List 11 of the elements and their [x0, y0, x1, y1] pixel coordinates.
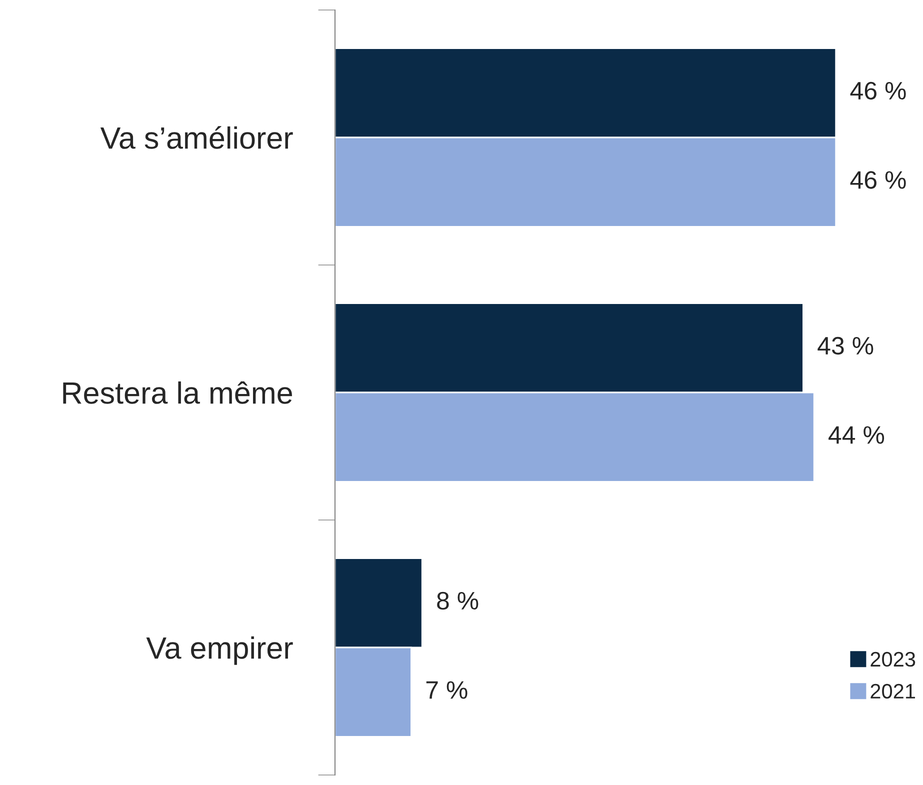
- y-tick-label: Va empirer: [146, 636, 293, 665]
- y-tick-label: Va s’améliorer: [100, 126, 293, 149]
- data-label: 43 %: [818, 336, 874, 355]
- data-label: 44 %: [828, 426, 884, 444]
- data-label: 7 %: [426, 681, 468, 699]
- data-label: 46 %: [850, 171, 906, 189]
- legend-label: 2023: [870, 652, 916, 667]
- data-label: 8 %: [437, 592, 478, 610]
- y-tick-label: Restera la même: [63, 381, 292, 404]
- legend-label: 2021: [870, 684, 915, 699]
- data-label: 46 %: [850, 82, 906, 100]
